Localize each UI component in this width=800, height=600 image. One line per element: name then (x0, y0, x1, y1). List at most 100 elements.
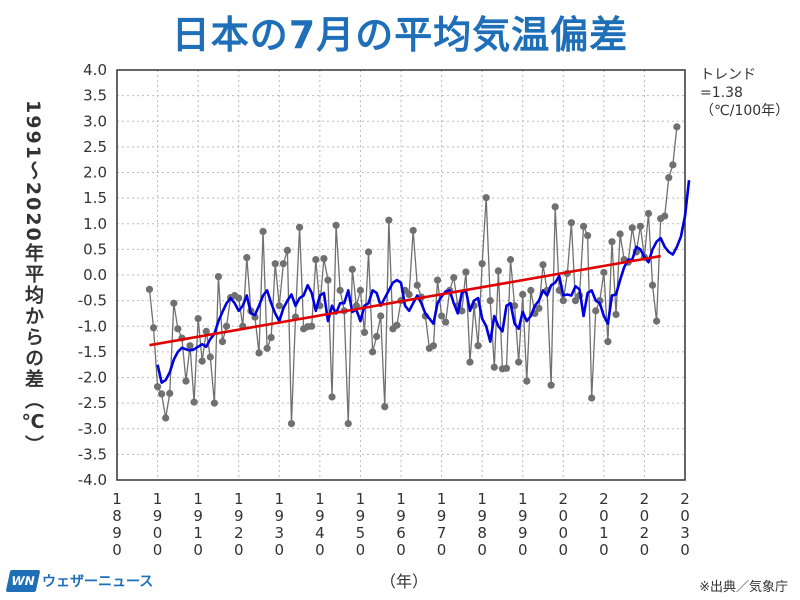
annual-point (571, 297, 580, 305)
annual-point (186, 342, 194, 350)
annual-point (535, 304, 543, 312)
annual-point (377, 312, 385, 320)
annual-point (320, 255, 328, 263)
annual-point (153, 383, 162, 391)
y-tick-label: 2.5 (83, 138, 107, 156)
annual-point (482, 194, 490, 202)
annual-point (551, 203, 559, 211)
annual-point (279, 260, 287, 268)
y-tick-label: -1.5 (78, 343, 107, 361)
annual-point (369, 348, 377, 356)
annual-point (616, 230, 624, 238)
y-tick-label: -2.5 (78, 394, 107, 412)
annual-point (373, 332, 381, 341)
annual-point (356, 286, 365, 294)
annual-point (409, 226, 417, 235)
annual-point (145, 285, 154, 293)
y-tick-label: -1.0 (78, 317, 107, 335)
annual-point (182, 377, 190, 385)
annual-point (442, 318, 450, 326)
annual-point (381, 403, 389, 411)
annual-point (190, 398, 198, 406)
annual-point (214, 272, 223, 281)
annual-point (502, 364, 511, 372)
y-tick-label: 1.5 (83, 189, 107, 207)
annual-point (170, 299, 178, 307)
annual-point (267, 333, 275, 342)
annual-point (644, 209, 653, 218)
source-note: ※出典／気象庁 (699, 580, 788, 595)
annual-point (547, 381, 555, 389)
annual-point (308, 322, 316, 330)
annual-point (486, 297, 494, 305)
trend-line (149, 254, 661, 347)
annual-point (600, 268, 608, 277)
annual-point (328, 393, 336, 401)
y-tick-label: -3.0 (78, 420, 107, 438)
grid-lines (116, 69, 686, 481)
annual-point (612, 310, 620, 319)
annual-point (255, 349, 263, 357)
annual-point (206, 353, 214, 361)
y-tick-label: 3.0 (83, 112, 107, 130)
annual-point (450, 273, 458, 282)
annual-point (287, 420, 296, 428)
trend-value: =1.38 (700, 85, 743, 101)
annual-point (218, 338, 227, 346)
y-tick-label: 3.5 (83, 87, 107, 105)
y-tick-label: -2.0 (78, 369, 107, 387)
annual-point (478, 260, 486, 268)
annual-point (263, 344, 271, 352)
annual-point (275, 302, 283, 310)
annual-point (348, 265, 356, 273)
annual-point (405, 290, 413, 299)
y-tick-label: -4.0 (78, 471, 107, 489)
annual-point (271, 260, 279, 268)
annual-point (458, 307, 466, 315)
running-mean-series (156, 180, 691, 384)
y-axis-label: 1991～2020年平均からの差（℃） (22, 100, 44, 456)
annual-point (515, 358, 523, 366)
annual-point (648, 281, 657, 289)
annual-point (259, 227, 267, 236)
annual-series (145, 123, 681, 428)
running-mean-line (156, 180, 691, 384)
y-tick-label: 1.0 (83, 215, 107, 233)
annual-point (332, 221, 340, 229)
annual-point (210, 399, 218, 407)
annual-point (474, 342, 482, 350)
annual-point (198, 357, 206, 365)
trend-unit: （℃/100年） (700, 103, 790, 119)
annual-point (437, 312, 446, 320)
x-tick-labels: 1 8 9 0 1 9 0 0 1 9 1 0 1 9 2 0 1 9 3 0 1 9 4 0 1 9 5 0 1 9 6 0 1 9 7 0 1 9 8 0… (112, 490, 690, 559)
annual-point (194, 314, 202, 323)
annual-point (235, 294, 243, 302)
trend-annotation: トレンド =1.38 （℃/100年） (700, 66, 789, 120)
annual-point (295, 223, 304, 231)
annual-point (462, 268, 470, 276)
y-tick-label: -0.5 (78, 292, 107, 310)
y-tick-label: 4.0 (83, 61, 107, 79)
annual-point (283, 246, 291, 254)
annual-point (592, 307, 600, 315)
annual-point (523, 377, 531, 385)
annual-point (579, 222, 588, 230)
annual-point (669, 161, 677, 169)
annual-point (519, 290, 527, 299)
y-tick-label: -3.5 (78, 445, 107, 463)
y-tick-label: 0.5 (83, 240, 107, 258)
annual-point (364, 248, 373, 256)
trend-series (149, 254, 661, 347)
chart-title: 日本の7月の平均気温偏差 (171, 13, 629, 57)
annual-point (336, 286, 344, 294)
annual-point (158, 390, 166, 398)
